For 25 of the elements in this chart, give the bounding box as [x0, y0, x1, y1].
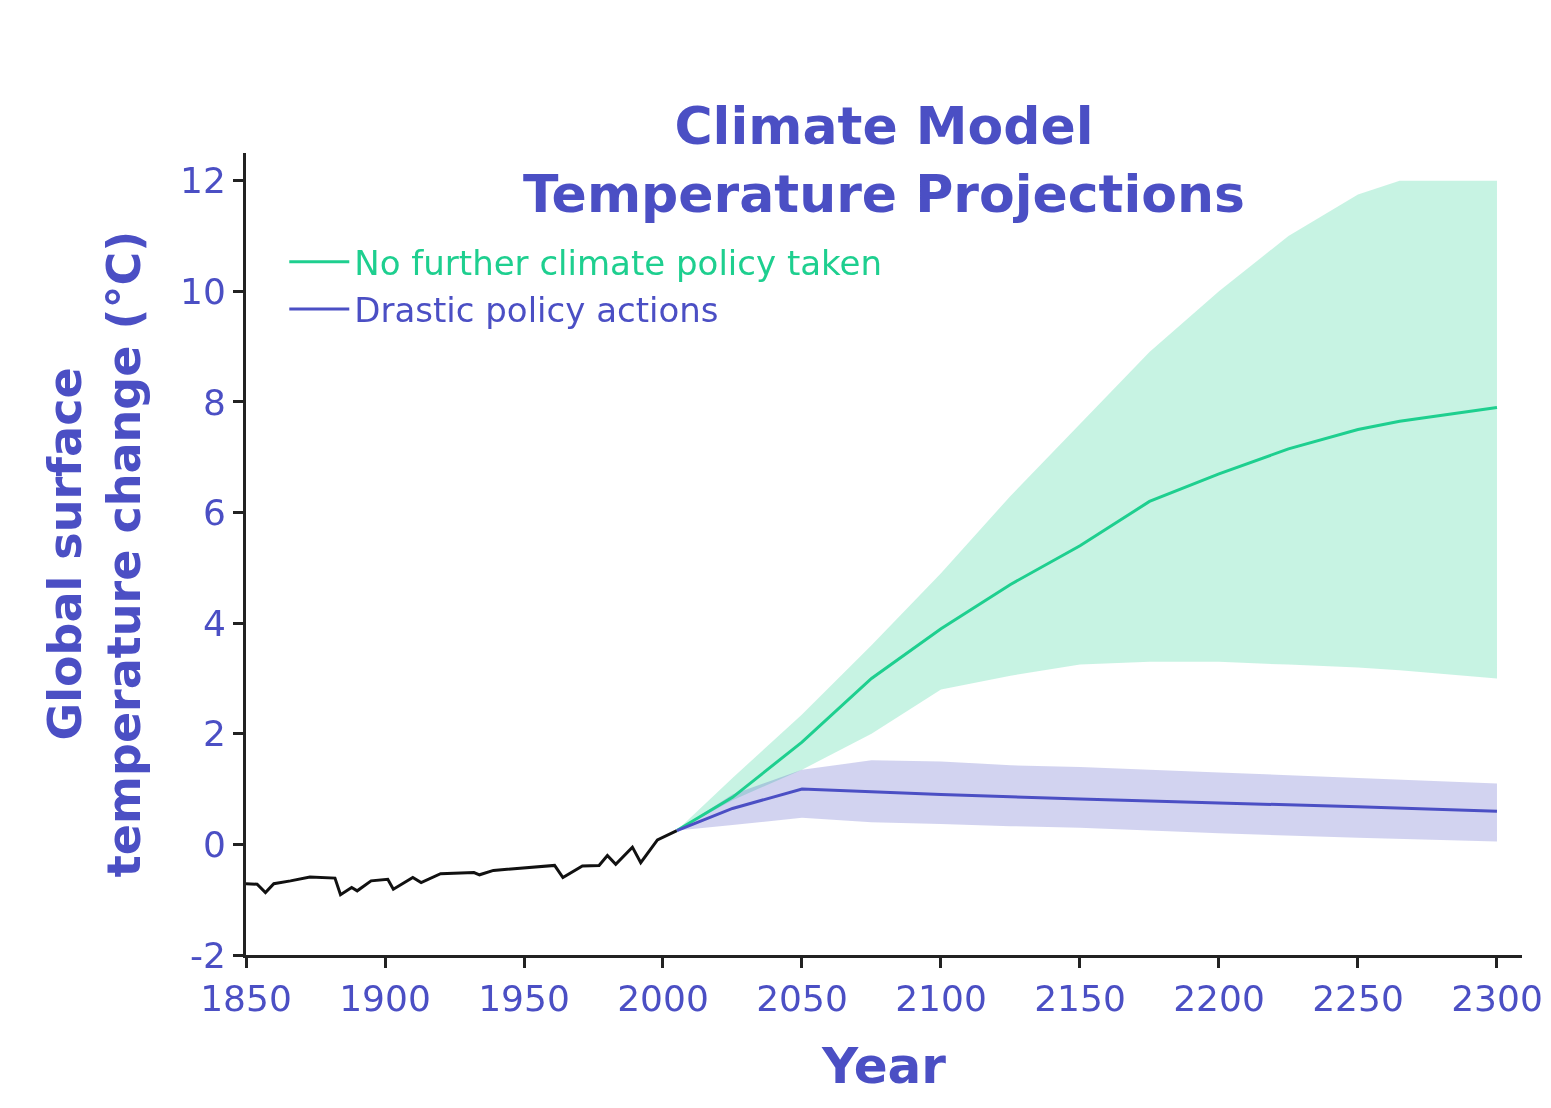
x-axis-title: Year — [821, 1036, 947, 1095]
x-tick-label: 1900 — [339, 978, 431, 1020]
line-series — [675, 787, 1499, 833]
y-tick-label: 10 — [179, 270, 226, 312]
y-tick-label: 2 — [202, 713, 226, 755]
y-tick-label: 0 — [202, 823, 226, 865]
x-tick-label: 2100 — [895, 978, 987, 1020]
y-tick-label: -2 — [189, 934, 226, 976]
y-axis-title: Global surface temperature change (°C) — [37, 230, 152, 878]
x-tick-label: 2250 — [1312, 978, 1404, 1020]
y-tick-label: 4 — [202, 602, 226, 644]
x-tick-label: 2150 — [1034, 978, 1126, 1020]
legend-label: Drastic policy actions — [354, 290, 719, 331]
x-tick-label: 2050 — [756, 978, 848, 1020]
x-tick-label: 1850 — [200, 978, 292, 1020]
y-tick-label: 12 — [179, 160, 226, 202]
x-tick-label: 2300 — [1451, 978, 1543, 1020]
x-tick-label: 1950 — [478, 978, 570, 1020]
legend-label: No further climate policy taken — [354, 243, 883, 284]
y-tick-label: 8 — [202, 381, 226, 423]
y-tick-label: 6 — [202, 492, 226, 534]
x-tick-label: 2000 — [617, 978, 709, 1020]
line-series — [246, 829, 679, 897]
chart-title: Climate Model Temperature Projections — [523, 96, 1245, 224]
x-tick-label: 2200 — [1173, 978, 1265, 1020]
